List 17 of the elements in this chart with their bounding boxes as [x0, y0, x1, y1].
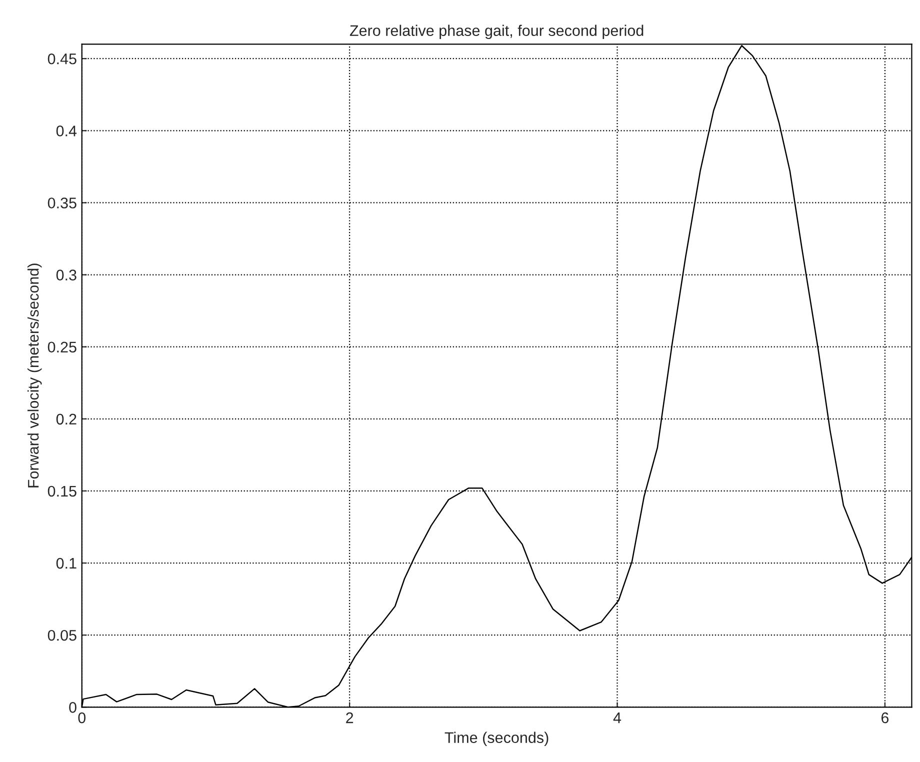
- x-tick-label: 0: [78, 712, 86, 724]
- y-tick-label: 0.3: [56, 270, 76, 280]
- y-tick-label: 0.2: [56, 414, 76, 425]
- x-tick-label: 4: [613, 712, 622, 724]
- y-tick-label: 0.4: [56, 126, 77, 136]
- y-tick-label: 0: [69, 702, 76, 713]
- y-tick-label: 0.45: [48, 53, 76, 64]
- y-axis-title: Forward velocity (meters/second): [27, 264, 42, 488]
- y-tick-label: 0.1: [56, 558, 76, 569]
- x-axis-title: Time (seconds): [444, 732, 548, 746]
- x-tick-label: 6: [881, 712, 889, 724]
- y-tick-label: 0.05: [48, 630, 76, 641]
- y-tick-label: 0.25: [48, 342, 76, 353]
- y-tick-label: 0.35: [48, 198, 76, 208]
- x-tick-label: 2: [346, 712, 354, 724]
- chart-title: Zero relative phase gait, four second period: [350, 24, 644, 40]
- y-tick-label: 0.15: [48, 486, 76, 497]
